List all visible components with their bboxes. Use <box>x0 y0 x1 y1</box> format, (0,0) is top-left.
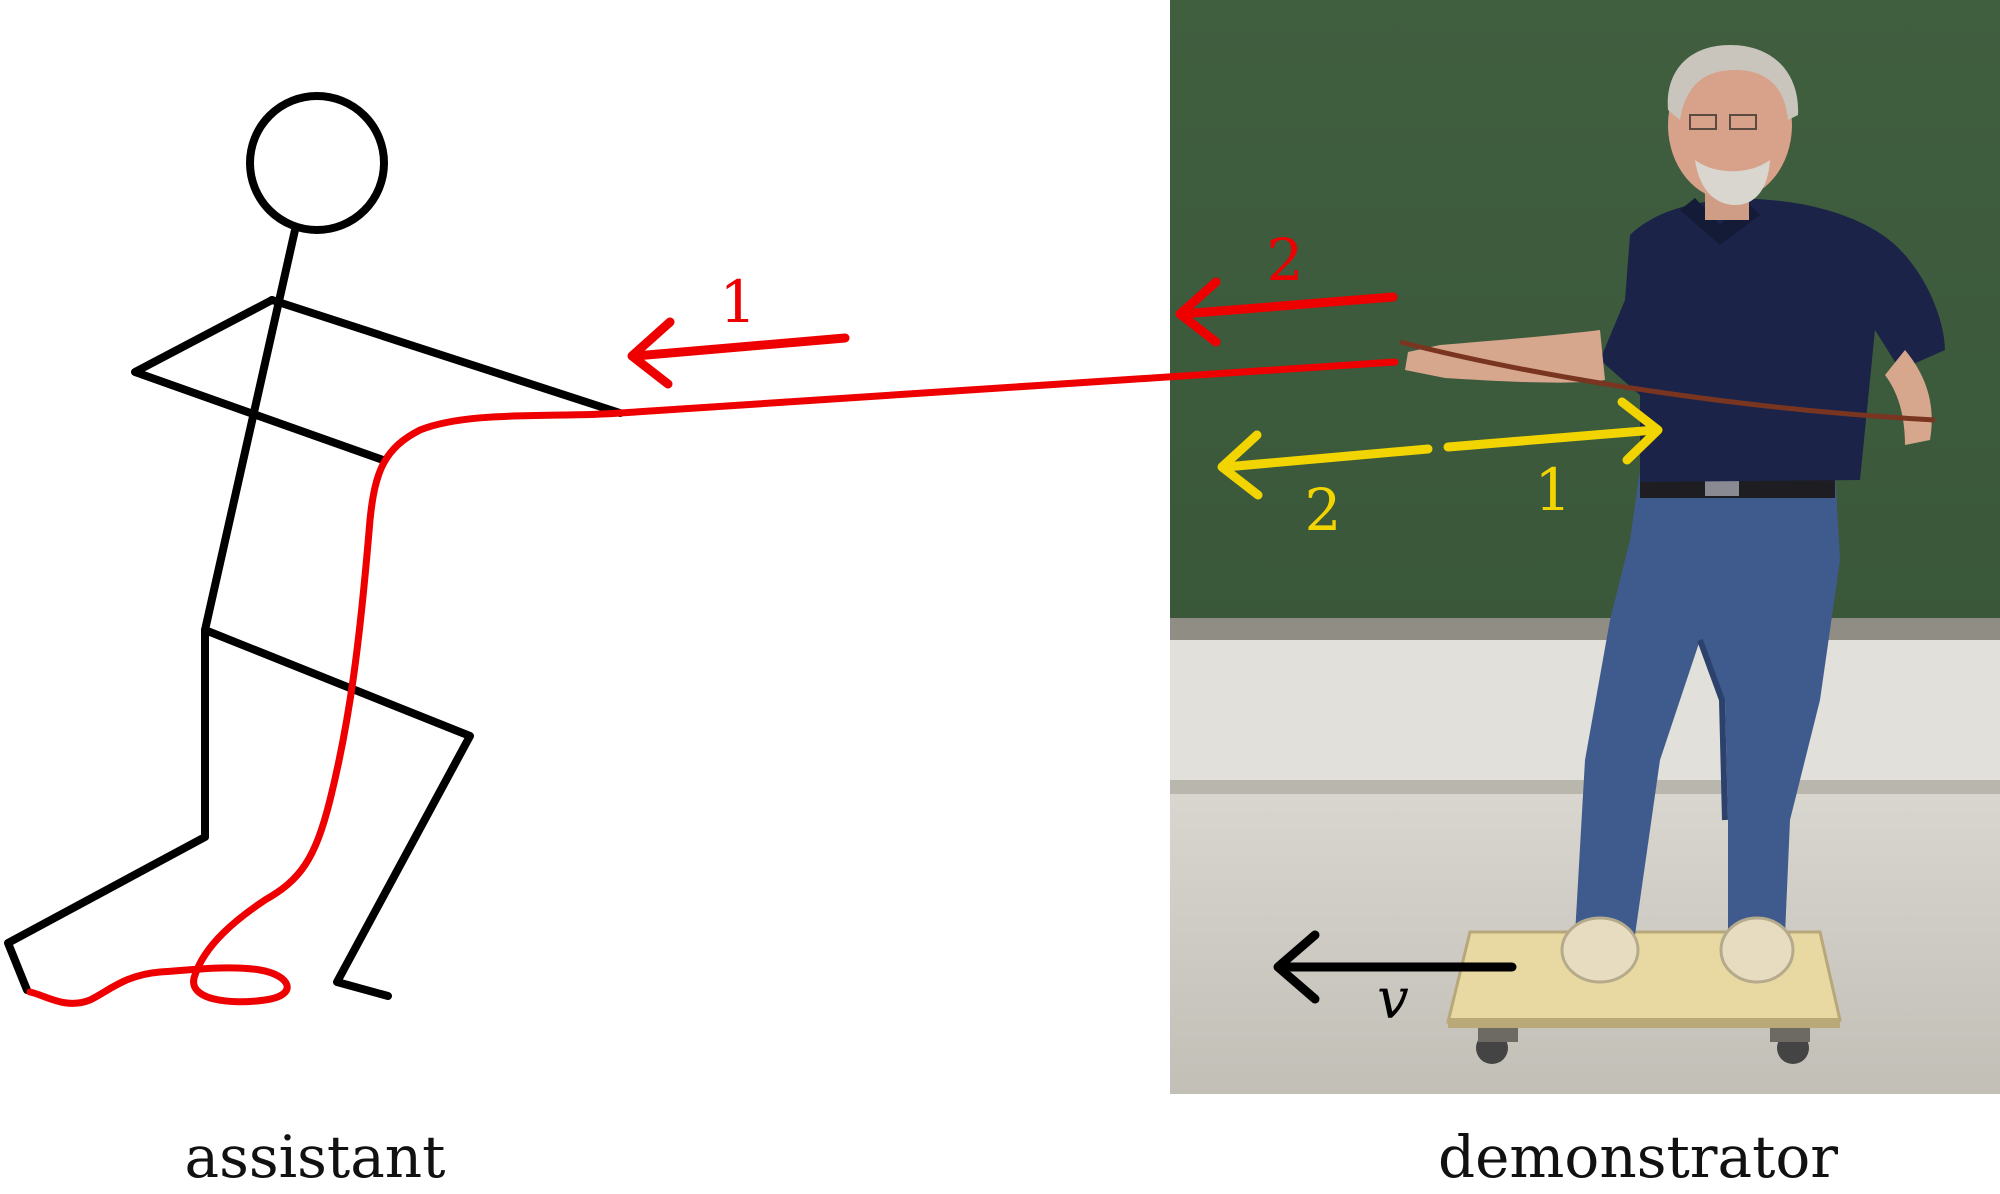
velocity-label: v <box>1377 967 1409 1032</box>
yellow-force-label-2: 2 <box>1305 476 1342 544</box>
shirt <box>1600 198 1945 483</box>
stick-figure-far-arm <box>268 296 624 417</box>
yellow-force-label-1: 1 <box>1535 456 1572 524</box>
stick-figure-head <box>246 92 388 234</box>
stick-figure-icon <box>4 92 624 1000</box>
stick-figure-front-leg <box>201 626 474 1000</box>
hand-rope <box>1399 339 1936 423</box>
demonstrator-caption: demonstrator <box>1437 1123 1839 1191</box>
assistant-caption: assistant <box>184 1123 446 1191</box>
red-force-arrow-2 <box>1175 277 1398 347</box>
chalk-ledge <box>1170 618 2000 640</box>
red-force-arrow-1 <box>627 317 850 389</box>
stick-figure-near-arm <box>131 296 387 464</box>
stick-figure-back-leg <box>4 626 209 994</box>
red-force-label-2: 2 <box>1267 226 1304 294</box>
jeans <box>1575 470 1840 935</box>
red-force-label-1: 1 <box>720 268 757 336</box>
velocity-arrow <box>1273 930 1517 1004</box>
demonstrator-photo <box>1170 0 2000 1094</box>
shoes <box>1560 916 1795 984</box>
yellow-force-arrow-2 <box>1217 430 1433 500</box>
rope <box>26 358 1399 1007</box>
extended-arm <box>1405 330 1605 383</box>
stick-figure-body <box>201 226 299 634</box>
yellow-force-arrow-1 <box>1443 397 1663 465</box>
